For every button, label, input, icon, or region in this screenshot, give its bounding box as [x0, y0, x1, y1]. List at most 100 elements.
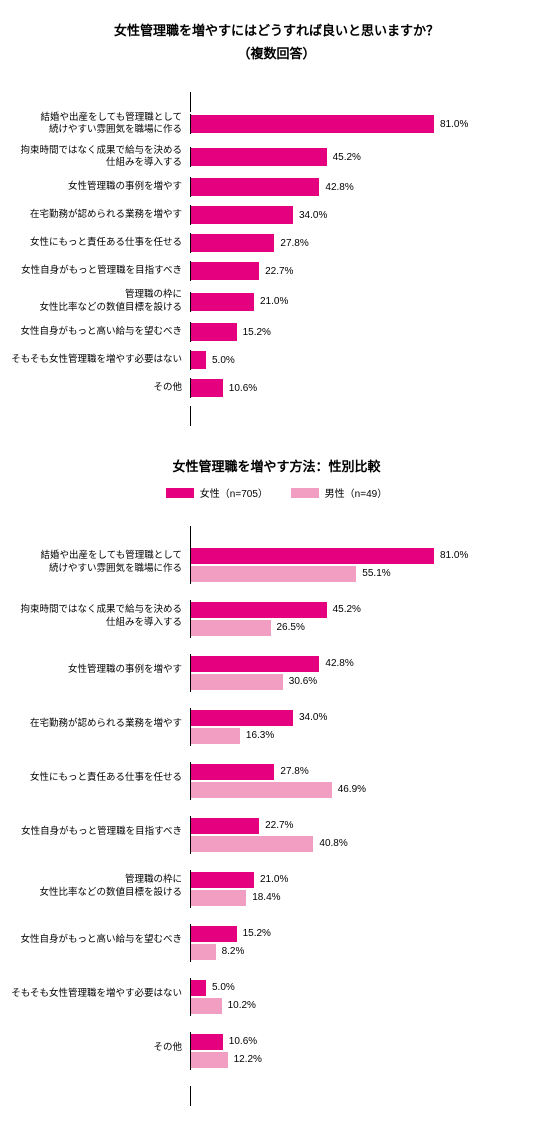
chart2-value-male: 26.5% [271, 622, 305, 633]
legend-male: 男性（n=49） [291, 485, 388, 500]
chart2-bar-area: 81.0% 55.1% [190, 546, 543, 584]
chart1-value: 21.0% [254, 296, 288, 307]
chart1-value: 5.0% [206, 355, 235, 366]
chart2-row: 拘束時間ではなく成果で給与を決める 仕組みを導入する45.2%26.5% [10, 600, 543, 638]
chart2-label: 女性自身がもっと管理職を目指すべき [10, 816, 190, 850]
chart2-value-male: 18.4% [246, 892, 280, 903]
chart1-value: 10.6% [223, 383, 257, 394]
chart2-row: その他 10.6% 12.2% [10, 1032, 543, 1070]
chart2-bar-area: 10.6% 12.2% [190, 1032, 543, 1070]
chart2-value-male: 16.3% [240, 730, 274, 741]
chart2-row: 在宅勤務が認められる業務を増やす34.0%16.3% [10, 708, 543, 746]
chart1-bar [191, 148, 327, 166]
chart1-label: そもそも女性管理職を増やす必要はない [10, 354, 190, 366]
chart1-bar-area: 5.0% [190, 350, 543, 370]
chart1-subtitle: （複数回答） [10, 43, 543, 62]
chart1-bar [191, 262, 259, 280]
chart2-value-female: 22.7% [259, 820, 293, 831]
chart2-bar-area: 42.8%30.6% [190, 654, 543, 692]
chart2-value-female: 15.2% [237, 928, 271, 939]
chart2-bar-male [191, 728, 240, 744]
chart1-row: 女性にもっと責任ある仕事を任せる27.8% [10, 233, 543, 253]
chart2-bar-female [191, 656, 319, 672]
legend-female: 女性（n=705） [166, 485, 268, 500]
chart1-label: 女性管理職の事例を増やす [10, 181, 190, 193]
chart2-bar-area: 45.2%26.5% [190, 600, 543, 638]
chart2-bar-area: 5.0%10.2% [190, 978, 543, 1016]
chart2-value-male: 8.2% [216, 946, 245, 957]
chart2-label: 女性管理職の事例を増やす [10, 654, 190, 688]
chart1-bar-area: 15.2% [190, 322, 543, 342]
swatch-male [291, 488, 319, 498]
chart2-bar-female [191, 872, 254, 888]
chart1-bar-area: 21.0% [190, 292, 543, 312]
chart1-label: 拘束時間ではなく成果で給与を決める 仕組みを導入する [10, 145, 190, 170]
chart1-bar [191, 115, 434, 133]
chart2-row: 女性自身がもっと管理職を目指すべき 22.7% 40.8% [10, 816, 543, 854]
chart1-value: 34.0% [293, 210, 327, 221]
chart2-value-male: 10.2% [222, 1000, 256, 1011]
chart2-row: 女性自身がもっと高い給与を望むべき 15.2% 8.2% [10, 924, 543, 962]
chart2-value-male: 40.8% [313, 838, 347, 849]
chart1-value: 81.0% [434, 119, 468, 130]
chart2-row: そもそも女性管理職を増やす必要はない5.0%10.2% [10, 978, 543, 1016]
chart1-bar [191, 206, 293, 224]
chart2-bar-male [191, 566, 356, 582]
chart1-row: そもそも女性管理職を増やす必要はない 5.0% [10, 350, 543, 370]
chart1-label: 女性自身がもっと管理職を目指すべき [10, 265, 190, 277]
chart2-bar-female [191, 710, 293, 726]
chart1-bar [191, 323, 237, 341]
chart2-row: 管理職の枠に 女性比率などの数値目標を設ける21.0%18.4% [10, 870, 543, 908]
chart2-bar-male [191, 1052, 228, 1068]
chart2-bar-female [191, 602, 327, 618]
chart2: 結婚や出産をしても管理職として 続けやすい雰囲気を職場に作る 81.0% 55.1%… [10, 546, 543, 1070]
chart1-bar-area: 10.6% [190, 378, 543, 398]
chart2-bar-area: 22.7% 40.8% [190, 816, 543, 854]
chart1-row: 在宅勤務が認められる業務を増やす 34.0% [10, 205, 543, 225]
chart2-label: そもそも女性管理職を増やす必要はない [10, 978, 190, 1012]
chart2-value-male: 12.2% [228, 1054, 262, 1065]
chart1-row: 結婚や出産をしても管理職として 続けやすい雰囲気を職場に作る 81.0% [10, 112, 543, 137]
chart2-bar-area: 27.8%46.9% [190, 762, 543, 800]
chart1-label: 結婚や出産をしても管理職として 続けやすい雰囲気を職場に作る [10, 112, 190, 137]
chart2-bar-female [191, 818, 259, 834]
chart1-bar [191, 178, 319, 196]
chart2-label: 管理職の枠に 女性比率などの数値目標を設ける [10, 870, 190, 904]
chart2-bar-male [191, 890, 246, 906]
chart1-value: 22.7% [259, 266, 293, 277]
chart2-label: 拘束時間ではなく成果で給与を決める 仕組みを導入する [10, 600, 190, 634]
chart1-row: 女性自身がもっと高い給与を望むべき 15.2% [10, 322, 543, 342]
chart2-value-male: 30.6% [283, 676, 317, 687]
chart2-value-female: 42.8% [319, 658, 353, 669]
chart2-bar-area: 15.2% 8.2% [190, 924, 543, 962]
chart1-bar-area: 22.7% [190, 261, 543, 281]
chart1-axis-bottom [190, 406, 543, 426]
chart1-bar [191, 293, 254, 311]
chart1-label: その他 [10, 382, 190, 394]
chart2-bar-male [191, 836, 313, 852]
chart1-value: 45.2% [327, 152, 361, 163]
chart2-value-female: 10.6% [223, 1036, 257, 1047]
chart2-bar-area: 21.0%18.4% [190, 870, 543, 908]
chart1-value: 42.8% [319, 182, 353, 193]
chart2-bar-female [191, 1034, 223, 1050]
chart1-row: 女性自身がもっと管理職を目指すべき 22.7% [10, 261, 543, 281]
chart2-bar-female [191, 548, 434, 564]
chart1-bar [191, 379, 223, 397]
chart1-label: 女性自身がもっと高い給与を望むべき [10, 326, 190, 338]
chart2-bar-male [191, 944, 216, 960]
chart2-bar-female [191, 764, 274, 780]
chart2-label: 在宅勤務が認められる業務を増やす [10, 708, 190, 742]
legend-male-label: 男性（n=49） [325, 485, 388, 500]
chart1-label: 在宅勤務が認められる業務を増やす [10, 209, 190, 221]
chart2-value-male: 55.1% [356, 568, 390, 579]
chart2-label: 女性自身がもっと高い給与を望むべき [10, 924, 190, 958]
chart2-value-female: 81.0% [434, 550, 468, 561]
swatch-female [166, 488, 194, 498]
chart1-value: 27.8% [274, 238, 308, 249]
chart2-label: その他 [10, 1032, 190, 1066]
chart1-bar-area: 27.8% [190, 233, 543, 253]
chart1-value: 15.2% [237, 327, 271, 338]
chart2-bar-female [191, 926, 237, 942]
chart2-label: 結婚や出産をしても管理職として 続けやすい雰囲気を職場に作る [10, 546, 190, 580]
